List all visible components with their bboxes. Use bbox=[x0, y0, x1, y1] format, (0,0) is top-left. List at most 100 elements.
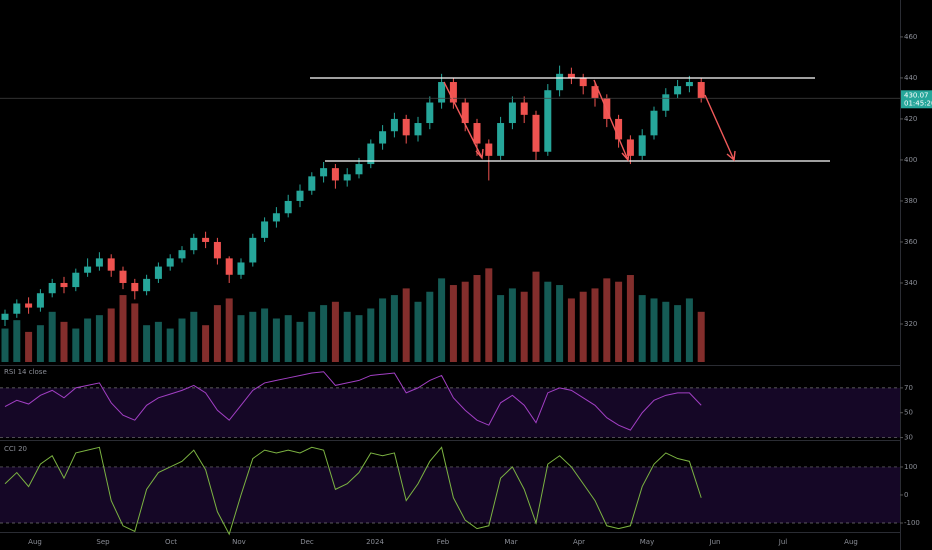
y-tick-label: 320 bbox=[904, 320, 917, 328]
volume-bar bbox=[284, 315, 292, 362]
candle-body bbox=[626, 139, 634, 156]
volume-bar bbox=[343, 311, 351, 362]
y-tick-label: 460 bbox=[904, 33, 917, 41]
candle-body bbox=[284, 200, 292, 214]
x-tick-label: Dec bbox=[300, 538, 314, 546]
y-tick-label: 30 bbox=[904, 434, 913, 442]
volume-bar bbox=[25, 331, 33, 362]
volume-bar bbox=[131, 303, 139, 362]
volume-bar bbox=[449, 285, 457, 362]
volume-bar bbox=[438, 278, 446, 362]
indicator-line bbox=[4, 446, 702, 536]
candle-body bbox=[567, 73, 575, 78]
candle-body bbox=[154, 266, 162, 279]
volume-bar bbox=[650, 298, 658, 362]
x-tick-label: Feb bbox=[437, 538, 450, 546]
candle-body bbox=[36, 293, 44, 308]
volume-bar bbox=[202, 325, 210, 362]
volume-bar bbox=[154, 321, 162, 362]
candle-body bbox=[178, 250, 186, 259]
arrows bbox=[443, 79, 736, 162]
candle-body bbox=[119, 270, 127, 283]
volume-bar bbox=[119, 295, 127, 362]
x-tick-label: Nov bbox=[232, 538, 246, 546]
x-tick-label: Apr bbox=[573, 538, 585, 546]
volume-bar bbox=[579, 291, 587, 362]
candle-body bbox=[615, 118, 623, 140]
volume-bar bbox=[60, 321, 68, 362]
candle-body bbox=[225, 258, 233, 275]
volume-bar bbox=[390, 295, 398, 362]
indicator-name: RSI 14 close bbox=[4, 368, 47, 376]
candle-body bbox=[461, 102, 469, 124]
candle-body bbox=[485, 143, 493, 156]
candle-body bbox=[449, 82, 457, 103]
x-tick-label: Aug bbox=[844, 538, 858, 546]
candle-body bbox=[556, 73, 564, 91]
candle-body bbox=[343, 174, 351, 181]
volume-bar bbox=[178, 318, 186, 362]
volume-bar bbox=[261, 308, 269, 362]
indicator-band bbox=[0, 387, 900, 438]
volume-bar bbox=[556, 285, 564, 362]
candle-body bbox=[390, 118, 398, 132]
y-tick-label: 380 bbox=[904, 197, 917, 205]
volume-bar bbox=[615, 281, 623, 362]
arrow bbox=[593, 79, 630, 162]
candle-body bbox=[237, 262, 245, 275]
volume-bar bbox=[685, 298, 693, 362]
volume-bar bbox=[249, 311, 257, 362]
volume-bar bbox=[402, 288, 410, 362]
volume-bar bbox=[213, 305, 221, 362]
candle-body bbox=[367, 143, 375, 165]
candle-body bbox=[331, 168, 339, 181]
candle-body bbox=[107, 258, 115, 271]
candle-body bbox=[638, 135, 646, 156]
y-tick-label: 70 bbox=[904, 384, 913, 392]
candle-body bbox=[72, 272, 80, 288]
x-tick-label: Sep bbox=[96, 538, 110, 546]
volume-bar bbox=[190, 311, 198, 362]
candle-body bbox=[60, 282, 68, 288]
volume-bar bbox=[107, 308, 115, 362]
x-tick-label: May bbox=[640, 538, 654, 546]
volume-bar bbox=[48, 311, 56, 362]
candle-body bbox=[296, 190, 304, 201]
volume-bar bbox=[638, 295, 646, 362]
candle-body bbox=[685, 82, 693, 87]
y-tick-label: -100 bbox=[904, 519, 920, 527]
y-tick-label: 420 bbox=[904, 115, 917, 123]
countdown: 01:45:20 bbox=[904, 99, 932, 107]
y-tick-label: 100 bbox=[904, 463, 917, 471]
last-price: 430.07 bbox=[904, 91, 929, 99]
volume-bar bbox=[272, 318, 280, 362]
volume-bar bbox=[603, 278, 611, 362]
candle-body bbox=[532, 114, 540, 152]
volume-bar bbox=[591, 288, 599, 362]
candle-body bbox=[190, 237, 198, 251]
volume-bar bbox=[662, 301, 670, 362]
volume-bar bbox=[697, 311, 705, 362]
x-tick-label: Oct bbox=[165, 538, 177, 546]
indicator-line bbox=[4, 371, 702, 431]
volume-bar bbox=[567, 298, 575, 362]
x-tick-label: Jul bbox=[778, 538, 788, 546]
candle-body bbox=[650, 110, 658, 136]
candle-body bbox=[261, 221, 269, 238]
volume-bar bbox=[497, 295, 505, 362]
volume-bar bbox=[320, 305, 328, 362]
indicator-band bbox=[0, 466, 900, 523]
candle-body bbox=[379, 131, 387, 144]
candle-body bbox=[166, 258, 174, 267]
volume-bar bbox=[426, 291, 434, 362]
candle-body bbox=[249, 237, 257, 263]
candle-body bbox=[355, 164, 363, 175]
candle-body bbox=[84, 266, 92, 273]
volume-bar bbox=[225, 298, 233, 362]
volume-bar bbox=[520, 291, 528, 362]
volume-bar bbox=[72, 328, 80, 362]
volume-bar bbox=[237, 315, 245, 362]
volume-bar bbox=[308, 311, 316, 362]
volume-bar bbox=[473, 275, 481, 362]
